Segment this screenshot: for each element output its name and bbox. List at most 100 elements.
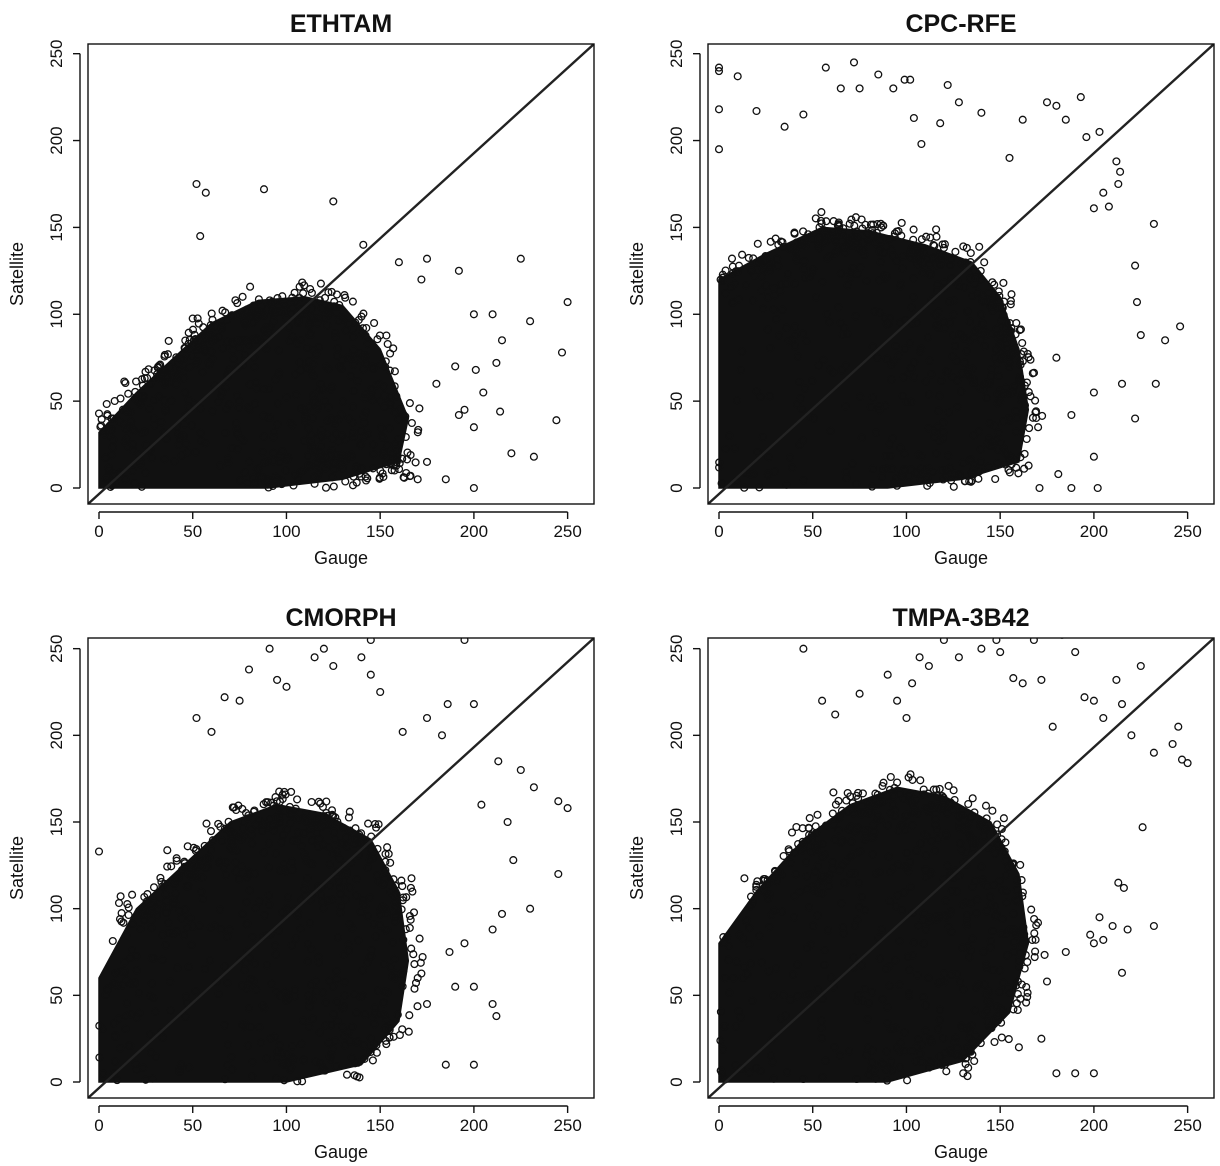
data-point <box>353 377 362 386</box>
y-tick-label: 0 <box>667 1077 686 1086</box>
data-point <box>314 958 323 967</box>
data-point <box>200 964 210 974</box>
data-point <box>987 371 996 380</box>
data-point <box>753 448 762 457</box>
data-point <box>325 860 334 869</box>
data-point <box>314 468 323 478</box>
data-point <box>905 965 914 974</box>
data-point <box>998 886 1007 895</box>
data-point <box>944 451 953 460</box>
data-point <box>342 866 351 875</box>
data-point <box>853 269 862 278</box>
data-point <box>318 988 328 997</box>
outlier-point <box>1127 731 1136 740</box>
data-point <box>764 967 773 976</box>
y-tick-label: 100 <box>667 894 686 922</box>
data-point <box>990 354 999 363</box>
data-point <box>140 374 149 383</box>
data-point <box>321 453 330 462</box>
data-point <box>917 243 926 252</box>
data-point <box>132 966 141 975</box>
data-point <box>365 855 374 865</box>
data-point <box>243 814 253 823</box>
data-point <box>410 984 419 993</box>
data-point <box>917 464 926 473</box>
data-point <box>790 332 800 341</box>
data-point <box>764 894 773 903</box>
data-point <box>851 828 860 837</box>
data-point <box>905 991 914 1000</box>
data-point <box>171 889 180 898</box>
outlier-point <box>780 122 789 131</box>
data-point <box>111 1032 120 1042</box>
data-point <box>766 344 775 353</box>
data-point <box>297 842 306 851</box>
data-point <box>276 452 285 461</box>
data-point <box>999 278 1008 287</box>
data-point <box>207 347 216 356</box>
data-point <box>233 391 242 400</box>
data-point <box>913 260 922 269</box>
data-point <box>401 432 410 442</box>
data-point <box>110 396 119 406</box>
data-point <box>1026 392 1035 401</box>
data-point <box>217 324 226 333</box>
data-point <box>348 402 357 411</box>
y-tick-label: 0 <box>667 483 686 492</box>
data-point <box>147 979 156 988</box>
data-point <box>785 245 794 254</box>
outlier-point <box>1136 331 1145 340</box>
data-point <box>389 344 398 353</box>
data-point <box>930 432 939 441</box>
data-point <box>995 340 1004 349</box>
data-point <box>149 883 159 892</box>
data-point <box>390 912 399 922</box>
data-point <box>126 422 135 431</box>
data-point <box>346 883 355 892</box>
data-point <box>736 366 745 375</box>
data-point <box>252 465 261 474</box>
data-point <box>224 459 233 468</box>
data-point <box>850 921 860 930</box>
data-point <box>746 892 756 901</box>
data-point <box>877 472 886 481</box>
data-point <box>932 225 941 234</box>
data-point <box>191 987 200 996</box>
data-point <box>325 820 334 830</box>
data-point <box>766 237 775 246</box>
data-point <box>809 414 818 423</box>
data-point <box>809 921 818 930</box>
data-point <box>955 820 964 829</box>
data-point <box>397 876 406 885</box>
data-point <box>280 1060 289 1069</box>
data-point <box>359 900 368 909</box>
data-point <box>300 884 309 893</box>
data-point <box>1006 296 1015 306</box>
data-point <box>246 974 255 984</box>
data-point <box>900 888 909 897</box>
data-point <box>307 288 316 297</box>
data-point <box>177 914 186 923</box>
data-point <box>329 1010 338 1019</box>
data-point <box>795 440 804 449</box>
data-point <box>875 247 884 256</box>
data-point <box>299 289 308 298</box>
data-point <box>240 965 249 974</box>
data-point <box>288 293 297 302</box>
data-point <box>320 820 329 829</box>
y-tick-label: 200 <box>667 721 686 749</box>
data-point <box>163 862 172 871</box>
data-point <box>939 243 948 252</box>
data-point <box>975 467 984 476</box>
data-point <box>929 240 938 250</box>
data-point <box>278 292 287 301</box>
data-point <box>269 448 278 457</box>
data-point <box>116 892 125 901</box>
data-point <box>183 448 192 457</box>
data-point <box>795 377 804 387</box>
data-point <box>934 307 943 316</box>
data-point <box>900 449 909 458</box>
data-point <box>962 243 971 252</box>
outlier-point <box>1061 947 1070 957</box>
data-point <box>935 436 944 445</box>
